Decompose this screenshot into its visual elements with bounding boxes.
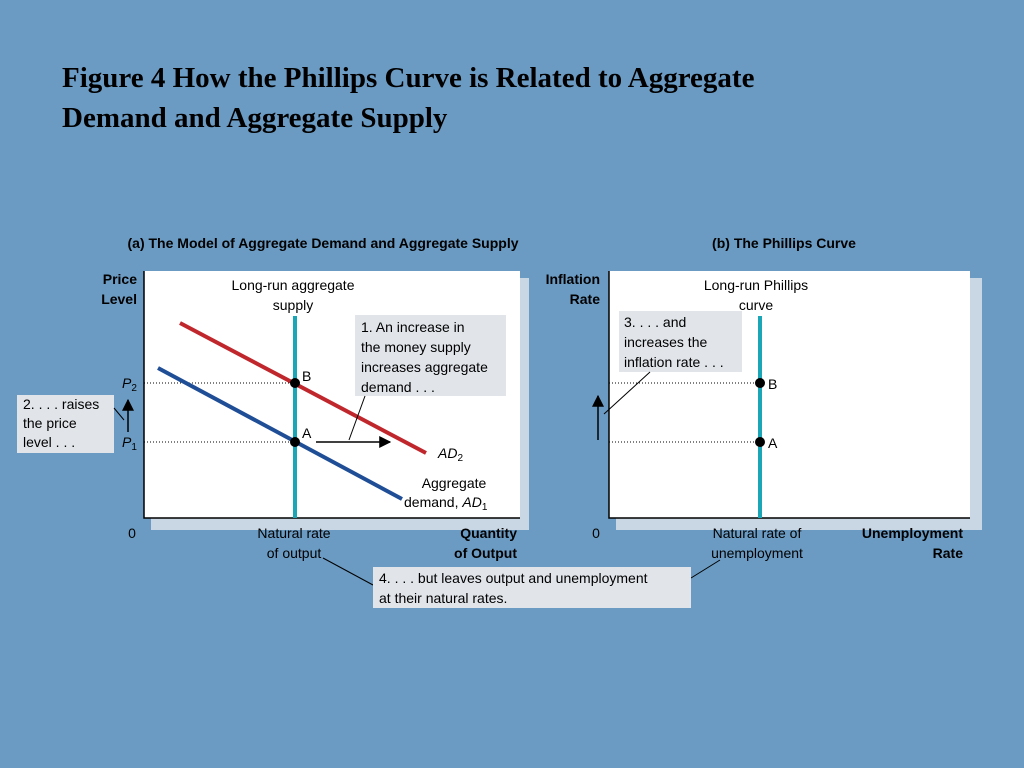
note: increases the [624,334,707,350]
note: 4. . . . but leaves output and unemploym… [379,570,648,586]
note: 3. . . . and [624,314,686,330]
level-sub: 1 [131,442,137,453]
ad: AD [437,445,457,461]
ad1-label: Aggregate [422,475,487,491]
panel-title: (b) The Phillips Curve [712,235,856,251]
ad2 [179,321,427,455]
natural-label: unemployment [711,545,803,561]
panel-title: (a) The Model of Aggregate Demand and Ag… [128,235,519,251]
x-label: Quantity [460,525,517,541]
natural-label: of output [267,545,322,561]
y-label: Price [103,271,137,287]
x-label: Unemployment [862,525,963,541]
y-label: Inflation [546,271,600,287]
note-box [619,311,742,372]
pointer [322,557,374,586]
note: demand . . . [361,379,435,395]
curve-label: curve [739,297,773,313]
x-label: Rate [933,545,964,561]
ad-prefix: demand, [404,494,462,510]
point-label: A [768,435,778,451]
note: 2. . . . raises [23,396,99,412]
ad-sub: 1 [482,502,488,513]
note: increases aggregate [361,359,488,375]
point-label: B [302,368,311,384]
note: 1. An increase in [361,319,465,335]
point [290,378,300,388]
origin: 0 [592,525,600,541]
note-box [17,395,114,453]
point [755,437,765,447]
ad1-label: demand, AD1 [404,494,488,513]
pointer [348,395,366,441]
ad2-label: AD2 [437,445,463,464]
level-sub: 2 [131,383,137,394]
note: the price [23,415,77,431]
ad-sub: 2 [457,453,463,464]
note: the money supply [361,339,471,355]
level: P [122,434,132,450]
point-label: A [302,425,312,441]
origin: 0 [128,525,136,541]
level-label: P1 [122,434,137,453]
note-box [355,315,506,396]
note: inflation rate . . . [624,354,724,370]
point [290,437,300,447]
pointer [113,407,125,421]
natural-label: Natural rate [257,525,330,541]
level-label: P2 [122,375,137,394]
pointer [690,559,721,579]
axes [608,271,970,519]
curve-label: Long-run aggregate [232,277,355,293]
curve-label: Long-run Phillips [704,277,808,293]
note: level . . . [23,434,75,450]
ad: AD [461,494,481,510]
note-box [373,567,691,608]
panel [609,271,970,518]
note: at their natural rates. [379,590,507,606]
level: P [122,375,132,391]
natural-label: Natural rate of [713,525,802,541]
x-label: of Output [454,545,517,561]
axes [143,271,520,519]
curve-label: supply [273,297,313,313]
ad1 [157,366,403,501]
point-label: B [768,376,777,392]
y-label: Level [101,291,137,307]
y-label: Rate [570,291,601,307]
title: Figure 4 How the Phillips Curve is Relat… [62,62,755,94]
title: Demand and Aggregate Supply [62,102,448,134]
pointer [603,371,651,415]
point [755,378,765,388]
